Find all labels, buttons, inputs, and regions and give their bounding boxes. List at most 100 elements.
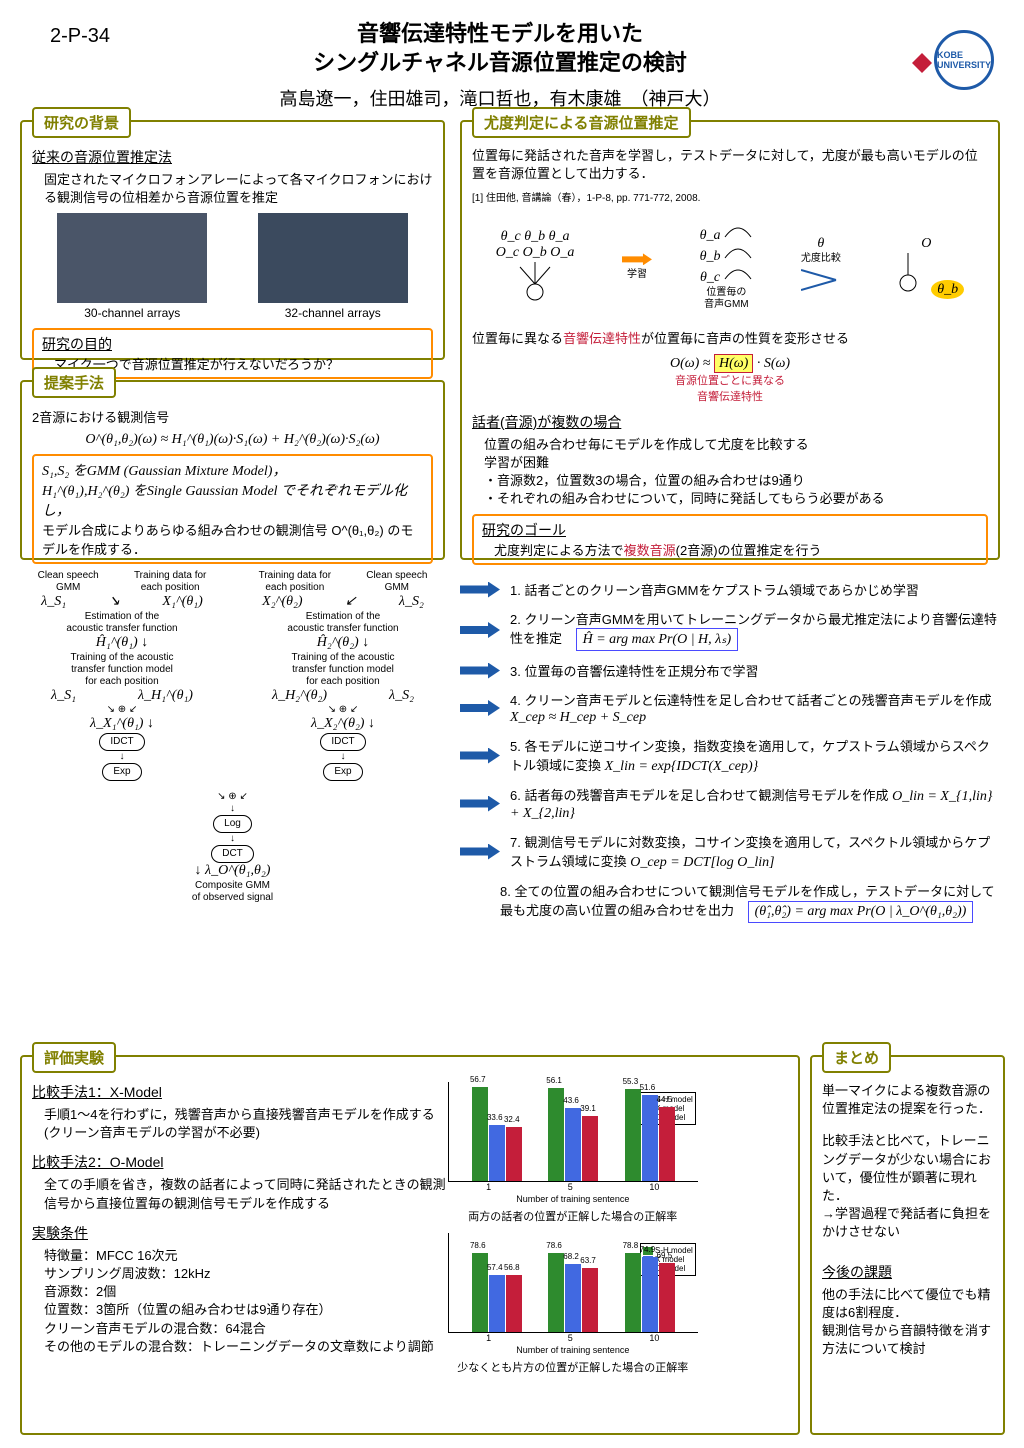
step-text: 2. クリーン音声GMMを用いてトレーニングデータから最尤推定法により音響伝達特… [510, 609, 1000, 651]
lik-ref: [1] 住田他, 音講論（春），1-P-8, pp. 771-772, 2008… [472, 189, 988, 204]
kobe-logo: KOBE UNIVERSITY [934, 30, 994, 90]
flow-diagram: Clean speech GMM Training data for each … [20, 570, 445, 1020]
step-formula: X_cep ≈ H_cep + S_cep [510, 710, 646, 725]
section-proposal: 提案手法 2音源における観測信号 O^(θ₁,θ₂)(ω) ≈ H₁^(θ₁)(… [20, 380, 445, 560]
step-row: 7. 観測信号モデルに対数変換，コサイン変換を適用して，スペクトル領域からケプス… [460, 832, 1000, 871]
step-text: 8. 全ての位置の組み合わせについて観測信号モデルを作成し，テストデータに対して… [500, 881, 1000, 923]
flow-exp-l: Exp [102, 763, 141, 781]
flow-train-atf-l: Training of the acoustic transfer functi… [20, 652, 224, 688]
steps-list: 1. 話者ごとのクリーン音声GMMをケプストラム領域であらかじめ学習 2. クリー… [460, 580, 1000, 933]
exp-comp1-title: 比較手法1：X-Model [32, 1082, 448, 1102]
prop-obs-title: 2音源における観測信号 [32, 407, 433, 426]
exp-comp1-body: 手順1〜4を行わずに，残響音声から直接残響音声モデルを作成する(クリーン音声モデ… [32, 1106, 448, 1142]
label-background: 研究の背景 [32, 107, 131, 138]
flow-train-pos-l: Training data for each position [134, 570, 206, 594]
bg-img2-caption: 32-channel arrays [258, 306, 408, 320]
step-formula: Ĥ = arg max Pr(O | H, λₛ) [576, 628, 739, 651]
chart-both-correct: S-H modelX modelO model56.733.632.456.14… [448, 1082, 698, 1222]
flow-train-atf-r: Training of the acoustic transfer functi… [241, 652, 445, 688]
arrow-icon [460, 582, 500, 598]
bg-img1-caption: 30-channel arrays [57, 306, 207, 320]
flow-log: Log [213, 815, 252, 833]
step-row: 6. 話者毎の残響音声モデルを足し合わせて観測信号モデルを作成 O_lin = … [460, 785, 1000, 822]
flow-est-atf-l: Estimation of the acoustic transfer func… [20, 611, 224, 635]
lik-transform-intro: 位置毎に異なる音響伝達特性が位置毎に音声の性質を変形させる [472, 330, 988, 348]
flow-clean-gmm-r: Clean speech GMM [366, 570, 427, 594]
step-row: 8. 全ての位置の組み合わせについて観測信号モデルを作成し，テストデータに対して… [460, 881, 1000, 923]
step-row: 2. クリーン音声GMMを用いてトレーニングデータから最尤推定法により音響伝達特… [460, 609, 1000, 651]
prop-gmm-line1: S₁,S₂ をGMM (Gaussian Mixture Model)， [42, 460, 423, 480]
title-line2: シングルチャネル音源位置推定の検討 [200, 49, 800, 78]
sum-body1: 単一マイクによる複数音源の位置推定法の提案を行った． [822, 1082, 993, 1118]
exp-comp2-body: 全ての手順を省き，複数の話者によって同時に発話されたときの観測信号から直接位置毎… [32, 1176, 448, 1212]
bg-image-30ch [57, 213, 207, 303]
step-formula: X_lin = exp{IDCT(X_cep)} [605, 759, 759, 774]
step-text: 1. 話者ごとのクリーン音声GMMをケプストラム領域であらかじめ学習 [510, 580, 919, 599]
step-row: 1. 話者ごとのクリーン音声GMMをケプストラム領域であらかじめ学習 [460, 580, 1000, 599]
flow-idct-r: IDCT [320, 733, 365, 751]
lik-transform-sub1: 音源位置ごとに異なる [675, 375, 785, 387]
flow-clean-gmm-l: Clean speech GMM [38, 570, 99, 594]
arrow-icon [460, 796, 500, 812]
label-likelihood: 尤度判定による音源位置推定 [472, 107, 691, 138]
prop-gmm-line2: H₁^(θ₁),H₂^(θ₂) をSingle Gaussian Model で… [42, 480, 423, 520]
flow-exp-r: Exp [323, 763, 362, 781]
label-proposal: 提案手法 [32, 367, 116, 398]
step-row: 3. 位置毎の音響伝達特性を正規分布で学習 [460, 661, 1000, 680]
step-formula: (θ̂₁,θ̂₂) = arg max Pr(O | λ_O^(θ₁,θ₂)) [748, 901, 974, 923]
step-text: 5. 各モデルに逆コサイン変換，指数変換を適用して，ケプストラム領域からスペクト… [510, 736, 1000, 775]
step-text: 4. クリーン音声モデルと伝達特性を足し合わせて話者ごとの残響音声モデルを作成 … [510, 690, 1000, 726]
prop-gmm-box: S₁,S₂ をGMM (Gaussian Mixture Model)， H₁^… [32, 454, 433, 564]
step-formula: O_cep = DCT[log O_lin] [630, 855, 774, 870]
sum-body2: 比較手法と比べて，トレーニングデータが少ない場合において，優位性が顕著に現れた．… [822, 1132, 993, 1241]
poster-id: 2-P-34 [50, 25, 110, 48]
lik-transform-eq: O(ω) ≈ H(ω) · S(ω) 音源位置ごとに異なる 音響伝達特性 [472, 355, 988, 404]
step-row: 4. クリーン音声モデルと伝達特性を足し合わせて話者ごとの残響音声モデルを作成 … [460, 690, 1000, 726]
arrow-icon [460, 844, 500, 860]
lik-goal-title: 研究のゴール [482, 522, 566, 538]
sum-future-title: 今後の課題 [822, 1262, 993, 1282]
bg-image-32ch [258, 213, 408, 303]
bg-sub1-title: 従来の音源位置推定法 [32, 147, 433, 167]
label-summary: まとめ [822, 1042, 891, 1073]
lik-transform-sub2: 音響伝達特性 [697, 391, 763, 403]
flow-train-pos-r: Training data for each position [259, 570, 331, 594]
title-block: 音響伝達特性モデルを用いた シングルチャネル音源位置推定の検討 高島遼一，住田雄… [200, 20, 800, 111]
diag-gmm: 位置毎の 音声GMM [704, 287, 748, 310]
flow-est-atf-r: Estimation of the acoustic transfer func… [241, 611, 445, 635]
step-text: 7. 観測信号モデルに対数変換，コサイン変換を適用して，スペクトル領域からケプス… [510, 832, 1000, 871]
step-text: 6. 話者毎の残響音声モデルを足し合わせて観測信号モデルを作成 O_lin = … [510, 785, 1000, 822]
exp-cond-title: 実験条件 [32, 1223, 448, 1243]
flow-dct: DCT [211, 845, 254, 863]
label-experiment: 評価実験 [32, 1042, 116, 1073]
arrow-learn-icon [622, 253, 652, 265]
arrow-icon [460, 748, 500, 764]
step-formula: O_lin = X_{1,lin} + X_{2,lin} [510, 789, 992, 821]
prop-obs-eq: O^(θ₁,θ₂)(ω) ≈ H₁^(θ₁)(ω)·S₁(ω) + H₂^(θ₂… [32, 432, 433, 448]
title-line1: 音響伝達特性モデルを用いた [200, 20, 800, 49]
step-text: 3. 位置毎の音響伝達特性を正規分布で学習 [510, 661, 758, 680]
section-likelihood: 尤度判定による音源位置推定 位置毎に発話された音声を学習し，テストデータに対して… [460, 120, 1000, 560]
diag-compare: 尤度比較 [801, 253, 841, 264]
prop-gmm-line3: モデル合成によりあらゆる組み合わせの観測信号 O^(θ₁,θ₂) のモデルを作成… [42, 520, 423, 558]
lik-diagram: θ_c θ_b θ_a O_c O_b O_a 学習 θ_a θ_b θ_c 位… [472, 212, 988, 322]
lik-goal-box: 研究のゴール 尤度判定による方法で複数音源(2音源)の位置推定を行う [472, 514, 988, 565]
lik-multi-body: 位置の組み合わせ毎にモデルを作成して尤度を比較する 学習が困難 ・音源数2，位置… [472, 436, 988, 509]
step-row: 5. 各モデルに逆コサイン変換，指数変換を適用して，ケプストラム領域からスペクト… [460, 736, 1000, 775]
lik-goal-body: 尤度判定による方法で複数音源(2音源)の位置推定を行う [482, 543, 822, 558]
sum-future-body: 他の手法に比べて優位でも精度は6割程度． 観測信号から音韻特徴を消す方法について… [822, 1286, 993, 1359]
chart-one-correct: S-H modelX modelO model78.657.456.878.66… [448, 1233, 698, 1373]
flow-idct-l: IDCT [99, 733, 144, 751]
lik-intro: 位置毎に発話された音声を学習し，テストデータに対して，尤度が最も高いモデルの位置… [472, 147, 988, 183]
arrow-icon [460, 663, 500, 679]
section-summary: まとめ 単一マイクによる複数音源の位置推定法の提案を行った． 比較手法と比べて，… [810, 1055, 1005, 1435]
lik-multi-title: 話者(音源)が複数の場合 [472, 412, 988, 432]
arrow-icon [460, 622, 500, 638]
arrow-icon [460, 700, 500, 716]
section-background: 研究の背景 従来の音源位置推定法 固定されたマイクロフォンアレーによって各マイク… [20, 120, 445, 360]
exp-comp2-title: 比較手法2：O-Model [32, 1152, 448, 1172]
bg-purpose-title: 研究の目的 [42, 336, 112, 352]
bg-sub1-body: 固定されたマイクロフォンアレーによって各マイクロフォンにおける観測信号の位相差か… [32, 171, 433, 207]
flow-composite: Composite GMM of observed signal [20, 880, 445, 904]
exp-cond-body: 特徴量：MFCC 16次元 サンプリング周波数：12kHz 音源数：2個 位置数… [32, 1247, 448, 1356]
